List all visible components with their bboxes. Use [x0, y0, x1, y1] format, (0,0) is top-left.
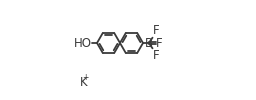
Text: HO: HO	[73, 36, 91, 50]
Text: +: +	[82, 72, 89, 82]
Text: F: F	[156, 36, 163, 50]
Text: K: K	[80, 76, 87, 88]
Text: F: F	[153, 49, 160, 62]
Text: F: F	[153, 24, 160, 37]
Text: B: B	[145, 36, 153, 50]
